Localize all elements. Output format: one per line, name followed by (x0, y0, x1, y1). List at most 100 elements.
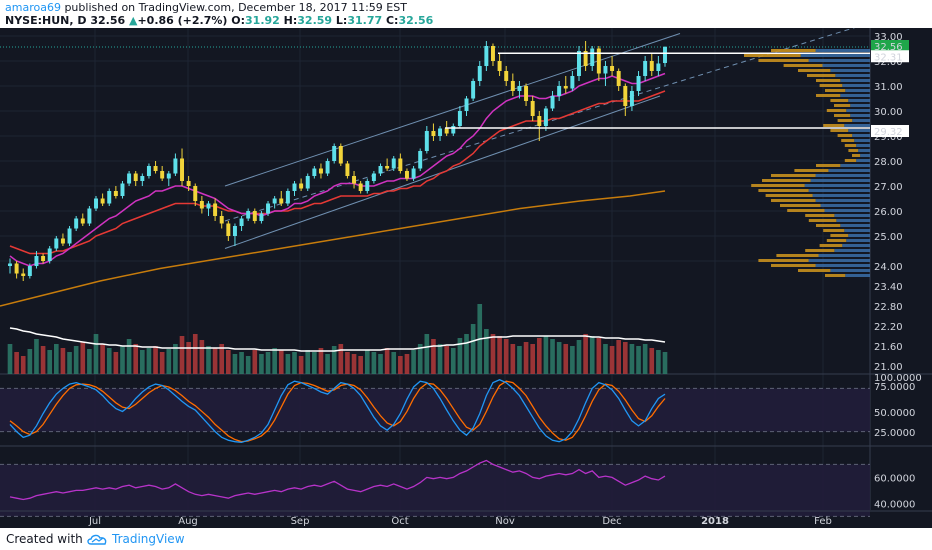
candle-body (34, 256, 39, 266)
volume-profile-bar-down (834, 104, 851, 107)
tradingview-cloud-icon (87, 534, 107, 545)
candle-body (239, 218, 244, 226)
volume-bar (563, 344, 569, 374)
volume-profile-bar-up (808, 189, 870, 192)
candle-body (596, 48, 601, 74)
volume-bar (437, 344, 443, 374)
volume-bar (649, 348, 655, 374)
high-value: 32.59 (297, 14, 333, 27)
volume-bar (259, 354, 264, 374)
volume-bar (523, 342, 529, 374)
stoch-k-line (9, 379, 666, 444)
candle-body (530, 101, 535, 116)
price-tick-label: 26.00 (874, 207, 903, 218)
candle-body (166, 173, 171, 179)
candle-body (285, 191, 290, 204)
candle-body (325, 161, 330, 174)
volume-profile-bar-up (840, 94, 870, 97)
candle-body (226, 223, 231, 236)
price-tick-label: 23.40 (874, 282, 903, 293)
volume-profile-bar-down (758, 259, 809, 262)
candle-body (266, 203, 271, 214)
volume-profile-bar-down (787, 209, 825, 212)
volume-profile-bar-up (840, 164, 870, 167)
volume-bar (398, 356, 403, 374)
volume-profile-bar-down (744, 54, 801, 57)
volume-bar (431, 339, 436, 374)
volume-profile-bar-down (823, 229, 845, 232)
candle-body (67, 228, 72, 244)
candle-body (219, 216, 224, 224)
volume-bar (417, 344, 423, 374)
candle-body (153, 166, 158, 171)
volume-profile-bar-down (844, 144, 857, 147)
candle-body (74, 218, 79, 229)
volume-profile-bar-down (819, 244, 843, 247)
candle-body (312, 168, 317, 176)
footer: Created with TradingView (0, 528, 932, 550)
candle-body (120, 183, 125, 196)
volume-bar (338, 344, 344, 374)
volume-profile-bar-up (845, 89, 870, 92)
candle-body (186, 181, 191, 186)
price-tick-label: 22.20 (874, 322, 903, 333)
publish-info: published on TradingView.com, December 1… (60, 1, 407, 14)
volume-bar (87, 349, 92, 374)
candle-body (636, 76, 641, 91)
volume-bars (7, 304, 668, 374)
candles (8, 41, 667, 281)
price-axis[interactable]: 33.00 32.00 31.00 30.00 29.00 28.00 27.00 26.00… (871, 32, 909, 373)
author-link[interactable]: amaroa69 (5, 1, 61, 14)
volume-bar (113, 352, 119, 374)
candle-body (27, 266, 32, 276)
volume-bar (622, 342, 628, 374)
candle-body (113, 191, 118, 196)
volume-profile-bar-up (842, 244, 870, 247)
candle-body (173, 158, 178, 174)
price-tick-label: 33.00 (874, 32, 903, 43)
horizontal-levels[interactable] (445, 52, 870, 129)
volume-bar (345, 352, 350, 374)
volume-bar (226, 350, 231, 374)
candle-body (213, 203, 218, 216)
candle-body (623, 86, 628, 106)
volume-bar (245, 356, 251, 374)
candle-body (47, 248, 52, 261)
volume-bar (106, 348, 112, 374)
price-tick-label: 28.00 (874, 157, 903, 168)
volume-bar (265, 352, 271, 374)
candle-body (590, 48, 595, 66)
volume-profile-bar-up (856, 159, 870, 162)
volume-profile-bar-down (807, 74, 836, 77)
tradingview-brand[interactable]: TradingView (112, 532, 185, 546)
volume-profile-bar-up (808, 59, 870, 62)
rsi-band (0, 464, 870, 517)
candle-body (444, 128, 449, 134)
volume-bar (636, 346, 641, 374)
volume-bar (186, 342, 191, 374)
candle-body (649, 61, 654, 71)
candle-body (537, 116, 542, 126)
time-tick-label: Oct (391, 516, 408, 527)
volume-bar (60, 348, 66, 374)
volume-profile-bar-up (812, 194, 870, 197)
volume-profile-bar-down (837, 119, 853, 122)
volume-profile-bar-down (798, 69, 831, 72)
candle-body (583, 51, 588, 66)
volume-profile-bar-up (840, 79, 870, 82)
volume-profile-bar-down (841, 139, 855, 142)
volume-bar (497, 336, 502, 374)
candle-body (279, 198, 284, 204)
volume-bar (312, 352, 317, 374)
stoch-tick-label: 100.0000 (874, 373, 922, 384)
created-with-label: Created with (6, 532, 83, 546)
volume-bar (120, 346, 125, 374)
volume-profile-bar-down (771, 199, 816, 202)
time-tick-label: Jul (88, 516, 101, 527)
symbol-label[interactable]: NYSE:HUN, D (5, 14, 87, 27)
candle-body (438, 128, 443, 136)
time-axis[interactable]: Jul Aug Sep Oct Nov Dec 2018 Feb (0, 510, 932, 527)
stoch-tick-label: 50.0000 (874, 408, 915, 419)
volume-bar (424, 334, 430, 374)
